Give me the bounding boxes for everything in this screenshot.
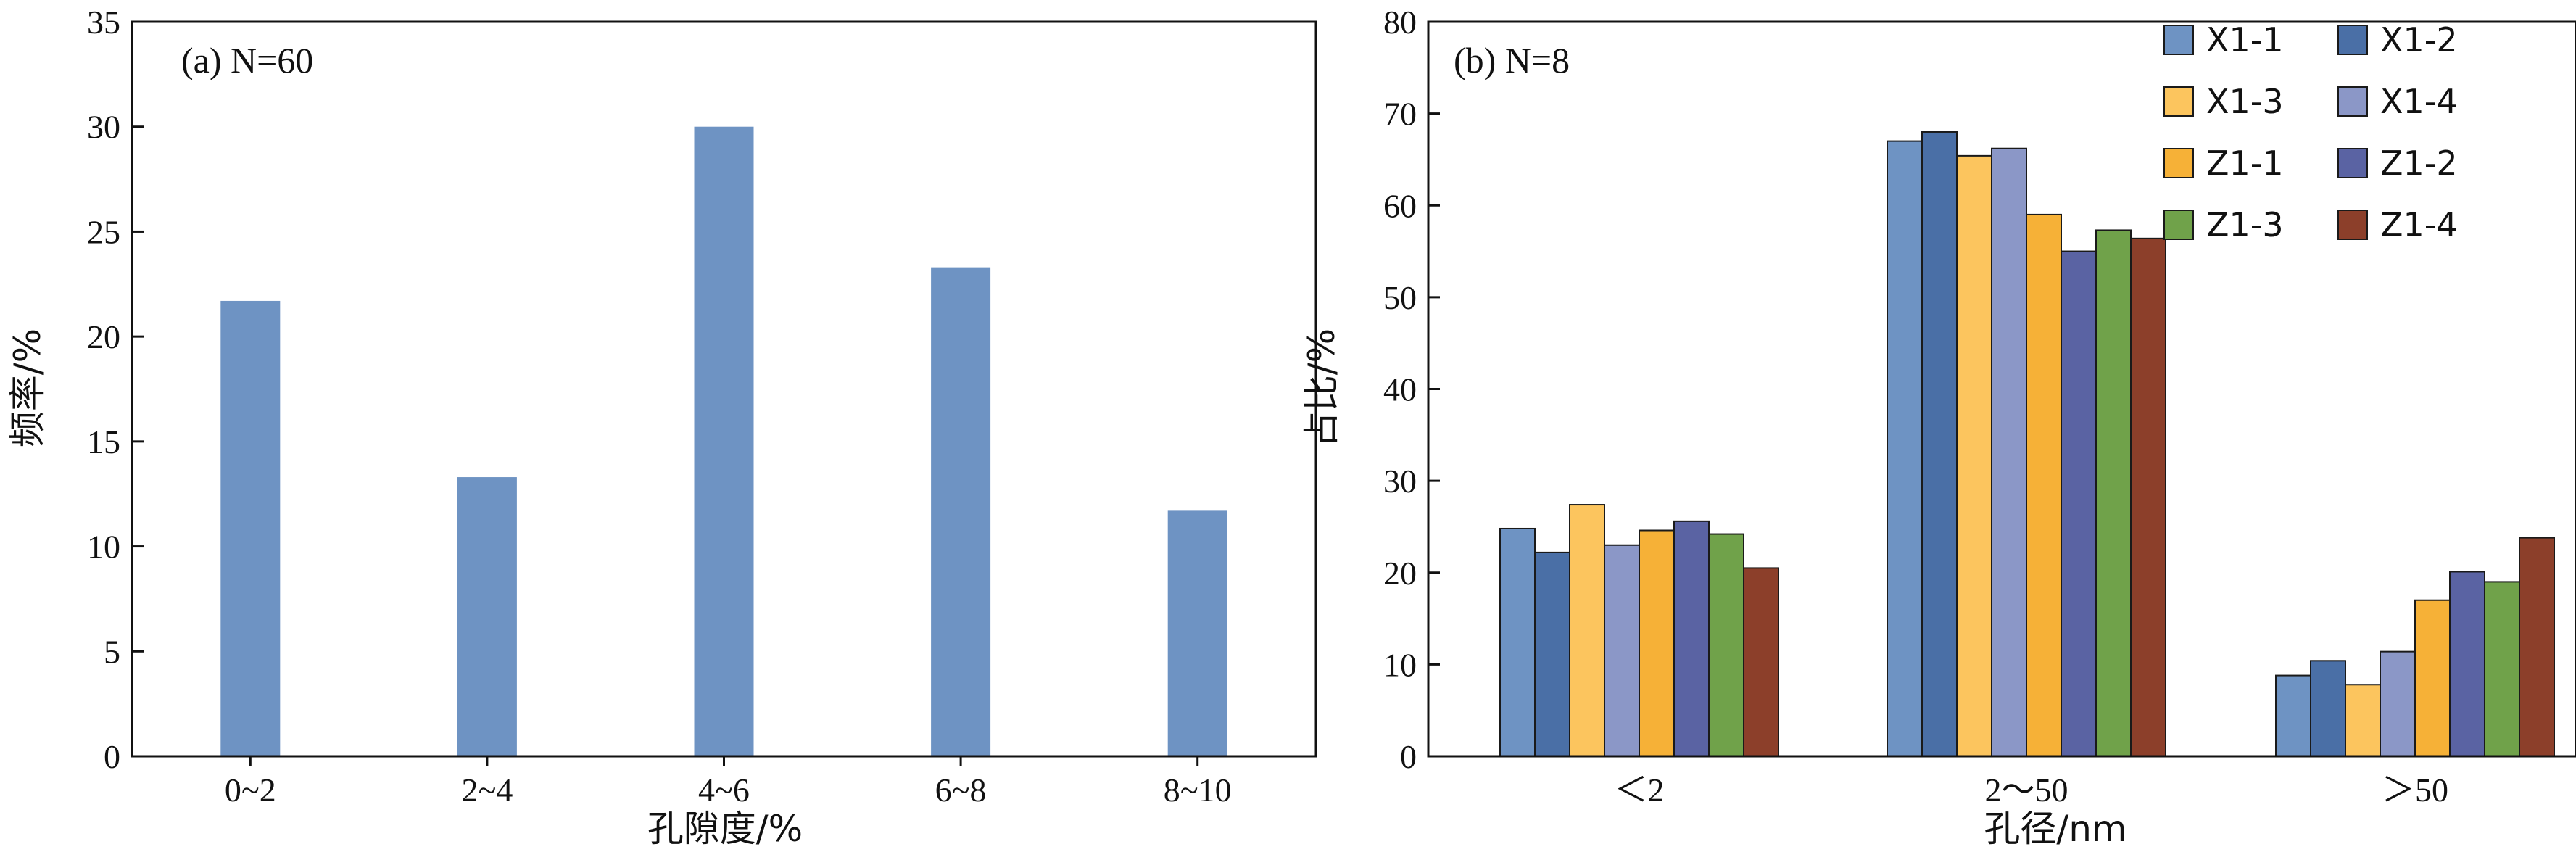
legend-swatch-Z1-2 — [2337, 148, 2368, 178]
chart-a: 0 5 10 15 20 25 30 35 0~2 2~4 4~6 6~8 8~10 (a) N=60… — [7, 4, 1317, 850]
legend-swatch-X1-3 — [2163, 86, 2194, 117]
legend-label-Z1-1: Z1-1 — [2206, 144, 2284, 183]
bar-X1-2 — [2310, 660, 2346, 757]
bar-Z1-1 — [2414, 599, 2451, 757]
legend-swatch-Z1-4 — [2337, 210, 2368, 240]
chart-b-x-ticks: ＜2 2～50 ＞50 — [1615, 772, 2449, 808]
bar-2~4 — [457, 477, 517, 756]
bar-X1-2 — [1921, 131, 1958, 757]
x-tick-label: 8~10 — [1164, 772, 1232, 808]
legend-label-X1-4: X1-4 — [2380, 82, 2458, 121]
legend-swatch-X1-1 — [2163, 25, 2194, 55]
chart-b-legend: X1-1 X1-2 X1-3 X1-4 Z1-1 Z1-2 Z1-3 Z1-4 — [2163, 20, 2458, 244]
bar-6~8 — [931, 267, 991, 756]
x-tick-label: ＜2 — [1615, 772, 1665, 808]
bar-Z1-2 — [2449, 571, 2485, 758]
y-tick-label: 20 — [1383, 555, 1417, 592]
x-tick-label: 2~4 — [461, 772, 513, 808]
y-tick-label: 0 — [1400, 738, 1417, 775]
legend-swatch-X1-4 — [2337, 86, 2368, 117]
y-tick-label: 30 — [87, 109, 120, 146]
y-tick-label: 20 — [87, 318, 120, 355]
y-tick-label: 10 — [87, 529, 120, 566]
bar-Z1-2 — [2061, 250, 2097, 757]
legend-label-X1-3: X1-3 — [2206, 82, 2284, 121]
y-tick-label: 35 — [87, 4, 120, 41]
y-tick-label: 60 — [1383, 187, 1417, 224]
bar-4~6 — [694, 126, 754, 756]
chart-b-axes — [1427, 20, 2576, 758]
legend-label-Z1-4: Z1-4 — [2380, 205, 2458, 244]
bar-X1-1 — [2275, 674, 2311, 758]
bar-X1-4 — [1604, 544, 1640, 757]
y-tick-label: 70 — [1383, 96, 1417, 133]
legend-swatch-Z1-1 — [2163, 148, 2194, 178]
bar-Z1-4 — [2519, 537, 2555, 757]
chart-a-axes — [131, 20, 1317, 758]
bar-Z1-3 — [1708, 533, 1744, 757]
y-tick-label: 15 — [87, 423, 120, 460]
x-tick-label: ＞50 — [2382, 772, 2448, 808]
bar-Z1-4 — [2130, 237, 2166, 757]
y-tick-label: 40 — [1383, 371, 1417, 408]
chart-b-y-axis-title: 占比/% — [1301, 328, 1343, 447]
bar-X1-2 — [1534, 551, 1570, 758]
bar-X1-1 — [1499, 527, 1536, 757]
y-tick-label: 30 — [1383, 463, 1417, 500]
bar-8~10 — [1167, 510, 1227, 756]
bar-X1-3 — [1569, 504, 1605, 757]
chart-b-y-ticks: 0 10 20 30 40 50 60 70 80 — [1383, 4, 1440, 775]
chart-b-frame — [1427, 20, 2576, 758]
chart-a-x-axis-title: 孔隙度/% — [647, 808, 803, 850]
y-tick-label: 5 — [104, 633, 120, 670]
bar-Z1-3 — [2095, 229, 2132, 758]
bar-X1-3 — [1956, 154, 1992, 757]
y-tick-label: 0 — [104, 738, 120, 775]
bar-Z1-2 — [1673, 520, 1710, 758]
chart-a-frame — [131, 20, 1317, 758]
x-tick-label: 0~2 — [225, 772, 276, 808]
legend-label-Z1-2: Z1-2 — [2380, 144, 2458, 183]
chart-a-panel-label: (a) N=60 — [181, 40, 313, 80]
chart-a-x-ticks: 0~2 2~4 4~6 6~8 8~10 — [225, 756, 1232, 808]
x-tick-label: 4~6 — [698, 772, 750, 808]
x-tick-label: 2～50 — [1985, 772, 2068, 808]
bar-X1-4 — [2380, 650, 2416, 758]
bar-Z1-1 — [1639, 529, 1675, 757]
bar-Z1-1 — [2026, 213, 2062, 758]
bar-Z1-3 — [2484, 581, 2520, 757]
bar-X1-1 — [1887, 140, 1923, 758]
bar-X1-3 — [2345, 684, 2381, 757]
chart-a-y-ticks: 0 5 10 15 20 25 30 35 — [87, 4, 144, 775]
y-tick-label: 80 — [1383, 4, 1417, 41]
y-tick-label: 50 — [1383, 279, 1417, 316]
bar-Z1-4 — [1743, 567, 1779, 757]
chart-b-x-axis-title: 孔径/nm — [1984, 808, 2126, 850]
legend-label-X1-1: X1-1 — [2206, 20, 2284, 59]
legend-swatch-X1-2 — [2337, 25, 2368, 55]
chart-a-bars — [220, 126, 1227, 756]
chart-b-panel-label: (b) N=8 — [1454, 40, 1570, 80]
chart-b: 0 10 20 30 40 50 60 70 80 ＜2 2～50 ＞50 (b) N=8 孔径/n… — [1301, 4, 2576, 850]
y-tick-label: 25 — [87, 213, 120, 250]
bar-X1-4 — [1991, 147, 2027, 757]
bar-0~2 — [220, 300, 281, 756]
legend-label-X1-2: X1-2 — [2380, 20, 2458, 59]
legend-swatch-Z1-3 — [2163, 210, 2194, 240]
y-tick-label: 10 — [1383, 646, 1417, 683]
legend-label-Z1-3: Z1-3 — [2206, 205, 2284, 244]
chart-a-y-axis-title: 频率/% — [7, 328, 49, 447]
x-tick-label: 6~8 — [935, 772, 987, 808]
